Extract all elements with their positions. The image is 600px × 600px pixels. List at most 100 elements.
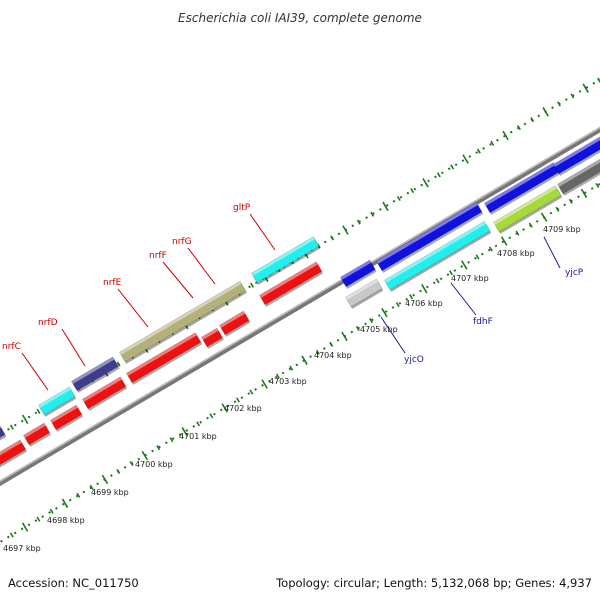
tick-mark: [301, 355, 308, 365]
kbp-label: 4708 kbp: [497, 249, 535, 258]
tick-mark: [21, 522, 29, 532]
kbp-label: 4702 kbp: [224, 404, 262, 413]
tick-mark: [450, 164, 455, 170]
gene-block[interactable]: [50, 404, 84, 432]
tick-mark: [382, 201, 389, 212]
gene-block-body: [126, 332, 202, 384]
tick-mark: [422, 178, 429, 188]
tick-mark: [315, 349, 320, 355]
gene-block[interactable]: [553, 133, 600, 176]
gene-block[interactable]: [219, 310, 251, 337]
kbp-label: 4705 kbp: [360, 325, 398, 334]
gene-block[interactable]: [345, 278, 384, 309]
gene-block-shadow: [0, 449, 28, 471]
gene-label-nrfC[interactable]: nrfC: [2, 342, 21, 352]
gene-block-body: [119, 280, 247, 363]
gene-block[interactable]: [71, 356, 120, 393]
gene-block[interactable]: [384, 220, 492, 292]
tick-mark: [370, 211, 375, 217]
tick-mark: [342, 225, 349, 235]
tick-mark: [369, 317, 374, 324]
gene-block-body: [71, 356, 119, 392]
gene-block-highlight: [219, 311, 246, 328]
gene-block[interactable]: [119, 280, 247, 364]
tick-mark: [555, 206, 560, 212]
tick-mark: [141, 450, 149, 461]
gene-block[interactable]: [259, 261, 324, 307]
tick-mark: [181, 427, 189, 437]
gene-label-nrfG[interactable]: nrfG: [172, 237, 192, 247]
gene-block[interactable]: [251, 236, 321, 285]
gene-block-highlight: [340, 259, 372, 280]
gene-label-nrfE[interactable]: nrfE: [103, 278, 122, 288]
tick-mark: [61, 498, 69, 508]
tick-mark: [36, 516, 41, 522]
gene-block-highlight: [493, 185, 557, 225]
tick-mark: [409, 294, 414, 300]
gene-block-highlight: [23, 423, 46, 438]
tick-mark: [448, 270, 453, 276]
gene-block[interactable]: [340, 259, 377, 289]
gene-block[interactable]: [23, 422, 51, 447]
gene-block-body: [553, 133, 600, 175]
kbp-label: 4701 kbp: [179, 432, 217, 441]
gene-block-highlight: [71, 356, 115, 384]
tick-mark: [209, 413, 214, 419]
tick-mark: [595, 182, 600, 189]
gene-block-highlight: [259, 261, 318, 298]
gene-block-shadow: [207, 337, 224, 349]
gene-block-shadow: [382, 211, 484, 273]
tick-mark: [76, 492, 81, 498]
kbp-label: 4700 kbp: [135, 460, 173, 469]
tick-mark: [49, 508, 54, 514]
gene-block[interactable]: [493, 185, 563, 234]
gene-block-shadow: [77, 366, 120, 393]
accession-text: Accession: NC_011750: [8, 576, 139, 590]
gene-block-shadow: [56, 414, 84, 432]
gene-block-shadow: [225, 320, 251, 337]
gene-block-body: [376, 201, 483, 272]
tick-mark: [221, 403, 228, 413]
gene-block-highlight: [557, 153, 600, 187]
gene-block-shadow: [29, 432, 51, 447]
kbp-label: 4709 kbp: [543, 225, 581, 234]
gene-block[interactable]: [0, 424, 7, 451]
gene-block-body: [50, 404, 83, 431]
label-leader-line: [117, 288, 149, 328]
gene-label-nrfF[interactable]: nrfF: [149, 251, 167, 261]
gene-block[interactable]: [557, 153, 600, 196]
tick-mark: [341, 331, 348, 342]
gene-block-body: [201, 327, 223, 348]
tick-mark: [476, 148, 481, 154]
gene-block[interactable]: [0, 439, 28, 471]
gene-block-shadow: [257, 246, 321, 285]
gene-block[interactable]: [126, 332, 203, 385]
gene-block-highlight: [484, 162, 555, 206]
kbp-label: 4699 kbp: [91, 488, 129, 497]
label-leader-line: [543, 236, 561, 269]
gene-label-nrfD[interactable]: nrfD: [38, 318, 58, 328]
gene-block-highlight: [50, 405, 78, 423]
gene-block-body: [384, 220, 491, 291]
kbp-label: 4698 kbp: [47, 516, 85, 525]
kbp-label: 4706 kbp: [405, 299, 443, 308]
gene-label-gltP[interactable]: gltP: [233, 203, 251, 213]
gene-block[interactable]: [82, 376, 128, 411]
label-leaders: [21, 213, 561, 391]
gene-label-yjcO[interactable]: yjcO: [404, 355, 424, 365]
gene-block[interactable]: [201, 327, 224, 349]
genome-backbone: [0, 126, 600, 487]
tick-mark: [250, 282, 255, 288]
tick-mark: [475, 254, 480, 260]
gene-block[interactable]: [376, 201, 484, 273]
tick-mark: [275, 373, 280, 379]
gene-label-fdhF[interactable]: fdhF: [473, 317, 493, 327]
label-leader-line: [450, 282, 477, 316]
gene-block-highlight: [376, 202, 478, 264]
gene-block[interactable]: [38, 386, 77, 417]
tick-mark: [395, 302, 400, 308]
tick-mark: [356, 219, 361, 225]
label-leader-line: [162, 261, 194, 299]
genome-backbone-highlight: [0, 126, 600, 483]
gene-label-yjcP[interactable]: yjcP: [565, 268, 584, 278]
